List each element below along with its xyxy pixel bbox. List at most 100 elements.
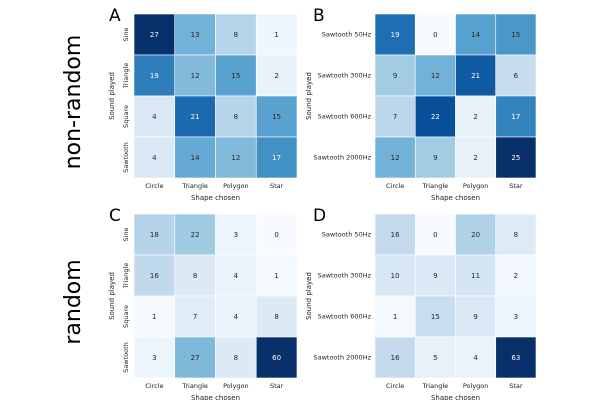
x-tick-label: Triangle bbox=[422, 382, 449, 390]
x-axis-label: Shape chosen bbox=[191, 394, 240, 400]
heatmap-cell bbox=[374, 254, 416, 297]
cell-value: 16 bbox=[391, 354, 400, 362]
heatmap-cell bbox=[174, 295, 216, 338]
heatmap-cell bbox=[215, 13, 257, 56]
x-tick-label: Star bbox=[509, 182, 523, 190]
cell-value: 2 bbox=[274, 72, 278, 80]
cell-value: 8 bbox=[274, 313, 278, 321]
heatmap-cell bbox=[414, 213, 456, 256]
cell-value: 5 bbox=[433, 354, 437, 362]
cell-value: 17 bbox=[511, 113, 520, 121]
cell-value: 4 bbox=[234, 272, 239, 280]
cell-value: 8 bbox=[234, 113, 238, 121]
y-tick-label: Sawtooth 50Hz bbox=[322, 31, 372, 39]
heatmap-panel-c: C 18 22 3 0 16 8 4 1 1 7 4 8 3 27 8 60 Circle Triangle Poly… bbox=[108, 206, 298, 400]
heatmap-cell bbox=[255, 336, 298, 379]
y-tick-label: Sawtooth bbox=[122, 142, 130, 173]
cell-value: 15 bbox=[272, 113, 281, 121]
cell-value: 22 bbox=[431, 113, 440, 121]
x-axis-label: Shape chosen bbox=[431, 194, 480, 202]
heatmap-cell bbox=[174, 336, 216, 379]
y-tick-label: Sawtooth 2000Hz bbox=[313, 354, 371, 362]
cell-value: 3 bbox=[514, 313, 518, 321]
heatmap-cell bbox=[255, 213, 298, 256]
heatmap-cell bbox=[414, 54, 456, 97]
heatmap-panel-a: A 27 13 8 1 19 12 15 2 4 21 8 15 4 14 12 17 Circle Triangl… bbox=[108, 6, 298, 202]
cell-value: 27 bbox=[191, 354, 200, 362]
cell-value: 11 bbox=[471, 272, 480, 280]
y-tick-label: Sawtooth 600Hz bbox=[318, 313, 372, 321]
x-tick-label: Triangle bbox=[181, 182, 208, 190]
row-label-random: random bbox=[61, 259, 86, 344]
cell-value: 16 bbox=[150, 272, 159, 280]
panel-letter: B bbox=[313, 6, 325, 26]
y-tick-label: Square bbox=[122, 105, 130, 128]
cell-value: 1 bbox=[274, 31, 278, 39]
cell-value: 12 bbox=[231, 154, 240, 162]
cell-value: 15 bbox=[511, 31, 520, 39]
y-axis-label: Sound played bbox=[305, 272, 313, 320]
y-tick-label: Triangle bbox=[122, 263, 130, 290]
heatmap-cell bbox=[215, 336, 257, 379]
cell-value: 13 bbox=[191, 31, 200, 39]
cell-value: 14 bbox=[471, 31, 480, 39]
heatmap-cell bbox=[455, 254, 497, 297]
x-tick-label: Circle bbox=[145, 182, 163, 190]
x-axis-label: Shape chosen bbox=[431, 394, 480, 400]
cell-value: 12 bbox=[191, 72, 200, 80]
heatmap-cell bbox=[174, 54, 216, 97]
heatmap-cell bbox=[133, 13, 176, 56]
cell-value: 18 bbox=[150, 231, 159, 239]
x-tick-label: Circle bbox=[386, 182, 404, 190]
y-tick-label: Sine bbox=[122, 27, 130, 41]
heatmap-cell bbox=[495, 95, 537, 138]
heatmap-cell bbox=[255, 136, 298, 179]
cell-value: 22 bbox=[191, 231, 200, 239]
cell-value: 3 bbox=[234, 231, 238, 239]
heatmap-cell bbox=[455, 54, 497, 97]
heatmap-cell bbox=[455, 136, 497, 179]
cell-value: 21 bbox=[471, 72, 480, 80]
heatmap-cell bbox=[174, 136, 216, 179]
x-tick-label: Triangle bbox=[181, 382, 208, 390]
heatmap-cell bbox=[255, 13, 298, 56]
cell-value: 0 bbox=[274, 231, 278, 239]
y-axis-label: Sound played bbox=[108, 272, 116, 320]
heatmap-cell bbox=[374, 13, 416, 56]
x-tick-label: Star bbox=[270, 382, 284, 390]
cell-value: 15 bbox=[231, 72, 240, 80]
cell-value: 4 bbox=[152, 154, 157, 162]
heatmap-cell bbox=[495, 54, 537, 97]
cell-value: 7 bbox=[193, 313, 197, 321]
panel-letter: C bbox=[109, 206, 121, 226]
heatmap-cell bbox=[495, 254, 537, 297]
y-tick-label: Triangle bbox=[122, 63, 130, 90]
y-tick-label: Sawtooth 2000Hz bbox=[313, 154, 371, 162]
y-tick-label: Sawtooth 50Hz bbox=[322, 231, 372, 239]
heatmap-cell bbox=[495, 13, 537, 56]
cell-value: 9 bbox=[473, 313, 477, 321]
heatmap-cell bbox=[455, 95, 497, 138]
y-tick-label: Sawtooth 300Hz bbox=[318, 272, 372, 280]
cell-value: 15 bbox=[431, 313, 440, 321]
cell-value: 2 bbox=[473, 154, 477, 162]
heatmap-cell bbox=[495, 213, 537, 256]
x-axis-label: Shape chosen bbox=[191, 194, 240, 202]
heatmap-cell bbox=[374, 95, 416, 138]
x-tick-label: Triangle bbox=[422, 182, 449, 190]
cell-value: 10 bbox=[391, 272, 400, 280]
heatmap-cell bbox=[133, 336, 176, 379]
heatmap-cell bbox=[455, 213, 497, 256]
cell-value: 19 bbox=[150, 72, 159, 80]
panel-letter: A bbox=[109, 6, 121, 26]
heatmap-cell bbox=[414, 254, 456, 297]
y-tick-label: Sawtooth 600Hz bbox=[318, 113, 372, 121]
cell-value: 20 bbox=[471, 231, 480, 239]
heatmap-cell bbox=[374, 336, 416, 379]
heatmap-cell bbox=[215, 295, 257, 338]
x-tick-label: Polygon bbox=[463, 382, 489, 390]
cell-value: 4 bbox=[473, 354, 478, 362]
heatmap-cell bbox=[414, 13, 456, 56]
